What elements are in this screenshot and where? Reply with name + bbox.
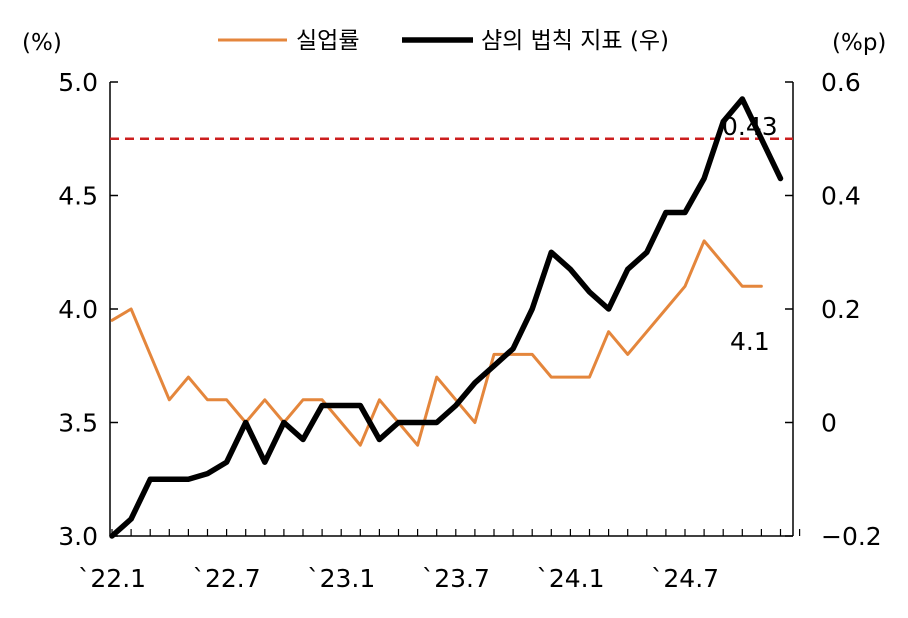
- unemployment-rate-line: [110, 239, 763, 447]
- left-axis-tick-label: 3.5: [58, 409, 98, 438]
- right-axis-tick-label: 0.6: [821, 68, 861, 97]
- left-axis-tick-label: 5.0: [58, 68, 98, 97]
- x-axis-tick-label: `22.7: [193, 564, 261, 593]
- x-axis-tick-label: `23.1: [307, 564, 375, 593]
- legend-label-sahm: 샴의 법칙 지표 (우): [481, 28, 669, 54]
- x-axis-tick-label: `24.1: [536, 564, 604, 593]
- x-axis-tick-label: `22.1: [78, 564, 146, 593]
- right-axis-tick-label: 0.4: [821, 182, 861, 211]
- left-axis-tick-label: 4.0: [58, 295, 98, 324]
- right-axis-tick-label: 0: [821, 409, 837, 438]
- right-axis-unit: (%p): [832, 30, 886, 56]
- annotation-unemployment-latest: 4.1: [730, 327, 770, 356]
- left-axis-tick-label: 3.0: [58, 522, 98, 551]
- right-axis-tick-label: −0.2: [821, 522, 882, 551]
- left-axis-tick-label: 4.5: [58, 182, 98, 211]
- annotation-sahm-latest: 0.43: [722, 112, 778, 141]
- legend-label-unemployment: 실업률: [296, 28, 359, 54]
- x-axis-tick-label: `23.7: [422, 564, 490, 593]
- x-axis-tick-label: `24.7: [651, 564, 719, 593]
- sahm-rule-indicator-line: [109, 96, 784, 539]
- left-axis-unit: (%): [22, 30, 62, 56]
- right-axis-tick-label: 0.2: [821, 295, 861, 324]
